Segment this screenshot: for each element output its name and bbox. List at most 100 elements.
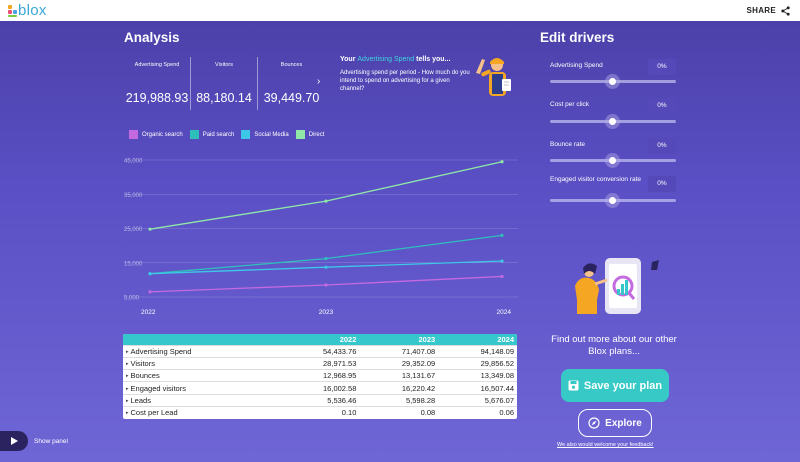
data-point[interactable]	[324, 257, 328, 261]
caret-right-icon: ▸	[126, 397, 129, 404]
stat-bounces[interactable]: Bounces 39,449.70	[258, 57, 325, 110]
row-label: ▸ Bounces	[123, 369, 281, 382]
caret-right-icon: ▸	[126, 360, 129, 367]
analysis-title: Analysis	[124, 30, 180, 45]
legend-label: Organic search	[142, 131, 183, 138]
data-point[interactable]	[324, 283, 328, 287]
driver-slider-handle[interactable]	[605, 153, 620, 168]
driver-value-field[interactable]: 0%	[648, 138, 676, 154]
promo-text: Find out more about our other Blox plans…	[551, 334, 677, 358]
table-header-cell: 2022	[280, 334, 360, 345]
legend-item-paid-search[interactable]: Paid search	[189, 130, 235, 139]
table-cell: 5,676.07	[438, 393, 517, 407]
table-cell: 54,433.76	[280, 344, 360, 358]
row-label: ▸ Cost per Lead	[123, 405, 281, 419]
explainer-description: Advertising spend per period - How much …	[340, 70, 470, 93]
row-label: ▸ Advertising Spend	[123, 344, 281, 358]
show-panel-label: Show panel	[34, 437, 68, 445]
y-tick-label: 25,000	[124, 227, 143, 233]
stat-visitors[interactable]: Visitors 88,180.14	[191, 57, 258, 110]
data-point[interactable]	[500, 274, 504, 279]
table-row[interactable]: ▸ Bounces 12,968.95 13,131.67 13,349.08	[123, 369, 517, 382]
table-header-cell	[123, 334, 281, 345]
explainer-heading: Your Advertising Spend tells you...	[340, 56, 451, 63]
y-tick-label: 15,000	[124, 261, 143, 267]
play-icon[interactable]	[0, 431, 28, 451]
chart-legend: Organic search Paid search Social Media …	[129, 130, 324, 139]
explore-button[interactable]: Explore	[578, 409, 652, 437]
share-label: SHARE	[746, 6, 776, 15]
table-cell: 13,349.08	[438, 369, 517, 382]
driver-value-field[interactable]: 0%	[648, 98, 676, 114]
table-cell: 16,507.44	[438, 381, 517, 395]
driver-slider-handle[interactable]	[605, 74, 620, 89]
data-point[interactable]	[500, 233, 504, 237]
table-row[interactable]: ▸ Advertising Spend 54,433.76 71,407.08 9…	[123, 344, 517, 358]
show-panel-toggle[interactable]: Show panel	[0, 431, 68, 451]
table-cell: 16,002.58	[280, 381, 360, 395]
driver-label: Bounce rate	[550, 141, 586, 148]
table-cell: 5,598.28	[359, 393, 439, 407]
worker-illustration-icon	[476, 58, 511, 96]
metric-explainer: Your Advertising Spend tells you... Adve…	[340, 56, 470, 93]
stat-label: Advertising Spend	[134, 62, 180, 68]
driver-slider-handle[interactable]	[605, 193, 620, 208]
driver-value-field[interactable]: 0%	[648, 176, 676, 192]
data-point[interactable]	[500, 259, 504, 263]
table-row[interactable]: ▸ Engaged visitors 16,002.58 16,220.42 16…	[123, 381, 517, 395]
driver-label: Advertising Spend	[550, 62, 603, 69]
legend-item-social-media[interactable]: Social Media	[241, 130, 289, 139]
row-label: ▸ Leads	[123, 393, 281, 407]
feedback-link[interactable]: We also would welcome your feedback!	[557, 442, 654, 448]
line-chart: 45,000 35,000 25,000 15,000 5,000 2022 2023 202…	[124, 159, 518, 316]
table-cell: 16,220.42	[359, 381, 439, 395]
legend-label: Paid search	[202, 131, 235, 138]
share-icon	[781, 5, 790, 16]
stat-label: Bounces	[280, 62, 303, 68]
x-tick-label: 2023	[319, 309, 334, 316]
data-point[interactable]	[500, 160, 504, 164]
table-cell: 29,352.09	[359, 356, 439, 370]
blox-logo[interactable]: blox	[8, 3, 47, 18]
save-icon	[568, 380, 579, 391]
stat-value: 88,180.14	[196, 91, 252, 105]
table-cell: 0.10	[280, 405, 360, 419]
table-row[interactable]: ▸ Leads 5,536.46 5,598.28 5,676.07	[123, 393, 517, 407]
stat-advertising-spend[interactable]: Advertising Spend 219,988.93	[124, 57, 191, 110]
caret-right-icon: ▸	[126, 348, 129, 355]
table-row[interactable]: ▸ Visitors 28,971.53 29,352.09 29,856.52	[123, 356, 517, 370]
caret-right-icon: ▸	[126, 385, 129, 392]
legend-swatch	[295, 130, 305, 139]
y-tick-label: 45,000	[124, 159, 143, 165]
table-cell: 94,148.09	[438, 344, 517, 358]
table-row[interactable]: ▸ Cost per Lead 0.10 0.08 0.06	[123, 405, 517, 419]
stat-label: Visitors	[215, 62, 233, 68]
y-tick-label: 35,000	[124, 193, 143, 199]
data-point[interactable]	[324, 199, 328, 203]
stat-value: 39,449.70	[263, 91, 320, 105]
table-cell: 13,131.67	[359, 369, 439, 382]
series-line-direct[interactable]	[149, 161, 503, 230]
driver-slider-handle[interactable]	[605, 114, 620, 129]
data-point[interactable]	[148, 227, 152, 231]
driver-value-field[interactable]: 0%	[648, 59, 676, 75]
caret-right-icon: ▸	[126, 410, 129, 417]
save-plan-button[interactable]: Save your plan	[561, 369, 669, 402]
legend-item-organic-search[interactable]: Organic search	[129, 130, 183, 139]
table-cell: 71,407.08	[359, 344, 439, 358]
x-tick-label: 2022	[141, 309, 156, 316]
data-point[interactable]	[324, 265, 328, 269]
table-cell: 12,968.95	[280, 369, 360, 382]
share-button[interactable]: SHARE	[746, 5, 790, 16]
data-table: 2022 2023 2024 ▸ Advertising Spend 54,433…	[123, 334, 517, 419]
chevron-right-icon[interactable]: ›	[317, 76, 321, 87]
legend-label: Social Media	[254, 131, 289, 138]
legend-item-direct[interactable]: Direct	[295, 130, 324, 139]
row-label: ▸ Engaged visitors	[123, 381, 281, 395]
explore-label: Explore	[605, 417, 642, 429]
data-point[interactable]	[148, 290, 152, 294]
caret-right-icon: ▸	[126, 373, 129, 380]
data-point[interactable]	[148, 272, 152, 276]
x-tick-label: 2024	[497, 309, 512, 316]
legend-swatch	[241, 130, 251, 139]
